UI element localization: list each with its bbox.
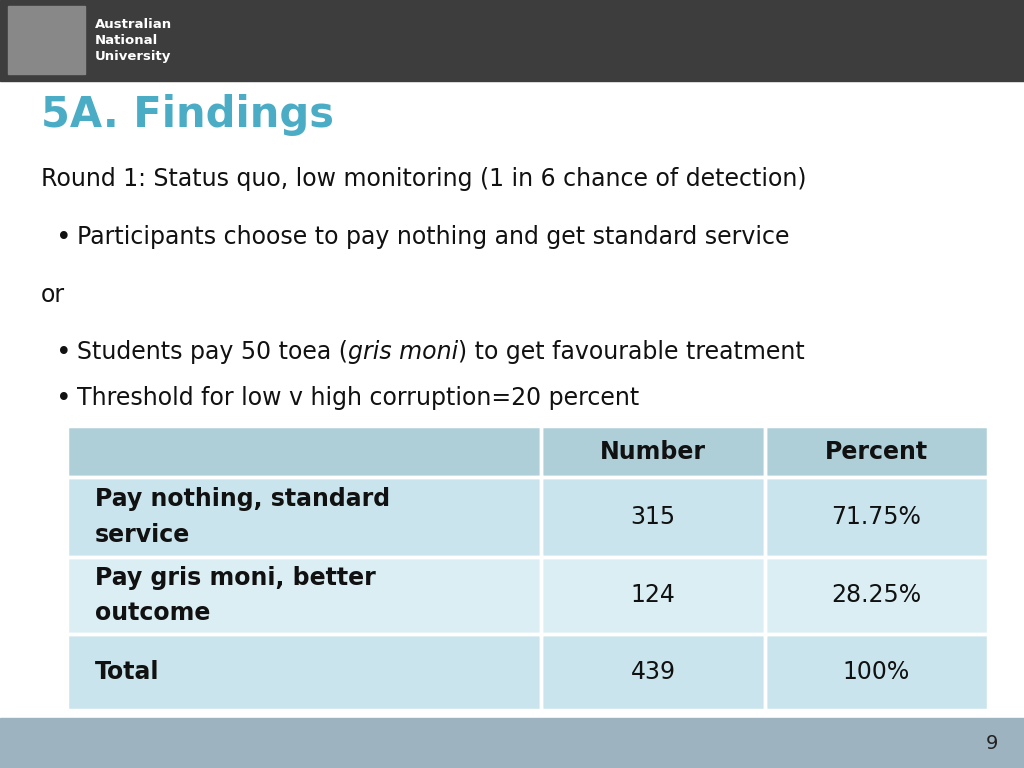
Text: ) to get favourable treatment: ) to get favourable treatment xyxy=(458,340,805,364)
Text: Number: Number xyxy=(600,440,706,464)
Bar xyxy=(765,426,988,478)
Bar xyxy=(67,426,541,478)
Bar xyxy=(765,634,988,710)
Text: gris moni: gris moni xyxy=(348,340,458,364)
Text: •: • xyxy=(56,340,72,366)
Bar xyxy=(541,557,765,634)
Text: Total: Total xyxy=(95,660,160,684)
Text: Participants choose to pay nothing and get standard service: Participants choose to pay nothing and g… xyxy=(77,225,790,249)
Text: Students pay 50 toea (: Students pay 50 toea ( xyxy=(77,340,348,364)
Text: or: or xyxy=(41,283,66,306)
Text: Pay nothing, standard
service: Pay nothing, standard service xyxy=(95,488,390,547)
Text: 71.75%: 71.75% xyxy=(831,505,922,529)
Bar xyxy=(541,478,765,557)
Bar xyxy=(765,478,988,557)
Bar xyxy=(67,557,541,634)
Text: 5A. Findings: 5A. Findings xyxy=(41,94,334,137)
Text: 124: 124 xyxy=(631,584,676,607)
Text: Threshold for low v high corruption=20 percent: Threshold for low v high corruption=20 p… xyxy=(77,386,639,410)
Text: Percent: Percent xyxy=(825,440,928,464)
Text: 315: 315 xyxy=(631,505,676,529)
Bar xyxy=(541,426,765,478)
Text: 439: 439 xyxy=(631,660,676,684)
Bar xyxy=(67,478,541,557)
Bar xyxy=(67,634,541,710)
Text: 9: 9 xyxy=(986,733,998,753)
Text: Australian
National
University: Australian National University xyxy=(95,18,172,63)
Text: 28.25%: 28.25% xyxy=(831,584,922,607)
Text: •: • xyxy=(56,386,72,412)
Text: Round 1: Status quo, low monitoring (1 in 6 chance of detection): Round 1: Status quo, low monitoring (1 i… xyxy=(41,167,807,191)
Text: Pay gris moni, better
outcome: Pay gris moni, better outcome xyxy=(95,565,376,625)
Text: •: • xyxy=(56,225,72,251)
Bar xyxy=(541,634,765,710)
Bar xyxy=(0,0,1024,81)
Bar xyxy=(765,557,988,634)
Bar xyxy=(8,6,85,74)
Bar xyxy=(0,718,1024,768)
Text: 100%: 100% xyxy=(843,660,910,684)
